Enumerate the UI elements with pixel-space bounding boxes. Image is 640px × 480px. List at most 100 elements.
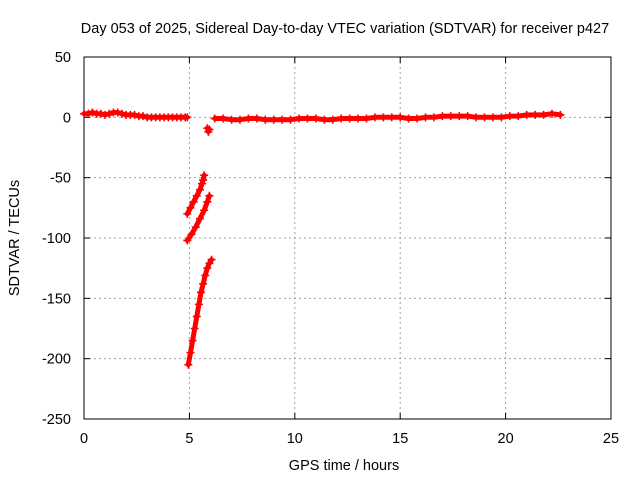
- data-point: [117, 109, 126, 118]
- chart-title: Day 053 of 2025, Sidereal Day-to-day VTE…: [81, 21, 609, 37]
- data-point: [194, 300, 203, 309]
- data-point: [200, 171, 209, 180]
- data-point: [497, 113, 506, 122]
- data-point: [387, 113, 396, 122]
- data-point: [201, 271, 210, 280]
- x-tick-label: 10: [287, 431, 303, 447]
- y-tick-label: -100: [42, 231, 71, 247]
- data-point: [183, 236, 192, 245]
- data-point: [205, 191, 214, 200]
- data-point: [203, 264, 212, 273]
- data-point: [413, 114, 422, 123]
- data-point: [345, 114, 354, 123]
- data-point: [192, 191, 201, 200]
- data-point: [187, 230, 196, 239]
- data-point: [190, 324, 199, 333]
- data-point: [505, 112, 514, 121]
- data-point: [189, 197, 198, 206]
- data-point: [203, 197, 212, 206]
- y-tick-label: -50: [50, 171, 71, 187]
- y-tick-label: -150: [42, 291, 71, 307]
- data-point: [200, 206, 209, 215]
- data-point: [514, 112, 523, 121]
- x-tick-label: 20: [498, 431, 514, 447]
- data-point: [84, 109, 93, 118]
- data-point: [101, 110, 110, 119]
- data-point: [269, 115, 278, 124]
- axis-ticks: [83, 56, 612, 420]
- data-point: [183, 209, 192, 218]
- data-point: [96, 109, 105, 118]
- data-point: [531, 110, 540, 119]
- data-point: [370, 113, 379, 122]
- data-point: [261, 115, 270, 124]
- data-point: [328, 115, 337, 124]
- data-point: [396, 113, 405, 122]
- x-tick-label: 15: [392, 431, 408, 447]
- data-point: [480, 113, 489, 122]
- data-point: [210, 114, 219, 123]
- data-point: [320, 115, 329, 124]
- data-point: [354, 114, 363, 123]
- data-point: [429, 113, 438, 122]
- x-tick-label: 5: [185, 431, 193, 447]
- data-point: [488, 113, 497, 122]
- data-point: [105, 109, 114, 118]
- data-point: [438, 112, 447, 121]
- x-tick-label: 25: [603, 431, 619, 447]
- x-axis-label: GPS time / hours: [289, 458, 399, 474]
- data-point: [252, 114, 261, 123]
- x-tick-label: 0: [80, 431, 88, 447]
- data-point: [278, 115, 287, 124]
- data-point: [244, 114, 253, 123]
- data-point: [183, 113, 192, 122]
- data-point: [455, 112, 464, 121]
- data-point: [207, 255, 216, 264]
- plot-area-frame: [83, 56, 612, 420]
- y-axis-tick-labels: -250 -200 -150 -100 -50 0 50: [42, 50, 71, 428]
- data-point: [311, 114, 320, 123]
- data-point: [195, 185, 204, 194]
- data-point: [522, 110, 531, 119]
- y-tick-label: -200: [42, 352, 71, 368]
- data-point: [286, 115, 295, 124]
- data-point: [198, 179, 207, 188]
- data-point: [539, 110, 548, 119]
- data-point: [303, 114, 312, 123]
- data-point: [463, 112, 472, 121]
- data-point: [295, 114, 304, 123]
- data-point: [199, 176, 208, 185]
- data-point: [219, 114, 228, 123]
- x-axis-tick-labels: 0 5 10 15 20 25: [80, 431, 619, 447]
- data-point: [472, 113, 481, 122]
- data-point: [556, 110, 565, 119]
- y-tick-label: 50: [55, 50, 71, 66]
- data-point: [188, 336, 197, 345]
- y-tick-label: -250: [42, 412, 71, 428]
- data-point: [547, 109, 556, 118]
- data-point: [205, 125, 214, 134]
- data-point: [186, 348, 195, 357]
- data-point: [113, 108, 122, 117]
- data-point: [196, 288, 205, 297]
- data-points: [80, 108, 565, 369]
- data-point: [195, 214, 204, 223]
- data-point: [446, 112, 455, 121]
- data-point: [88, 108, 97, 117]
- data-point: [235, 115, 244, 124]
- data-point: [362, 114, 371, 123]
- data-point: [130, 110, 139, 119]
- data-point: [186, 203, 195, 212]
- grid-lines: [84, 57, 611, 419]
- data-point: [192, 312, 201, 321]
- data-point: [404, 114, 413, 123]
- data-point: [337, 114, 346, 123]
- y-axis-label: SDTVAR / TECUs: [7, 180, 23, 296]
- data-point: [379, 113, 388, 122]
- data-point: [184, 360, 193, 369]
- y-tick-label: 0: [63, 110, 71, 126]
- data-point: [227, 115, 236, 124]
- data-point: [191, 223, 200, 232]
- data-point: [139, 112, 148, 121]
